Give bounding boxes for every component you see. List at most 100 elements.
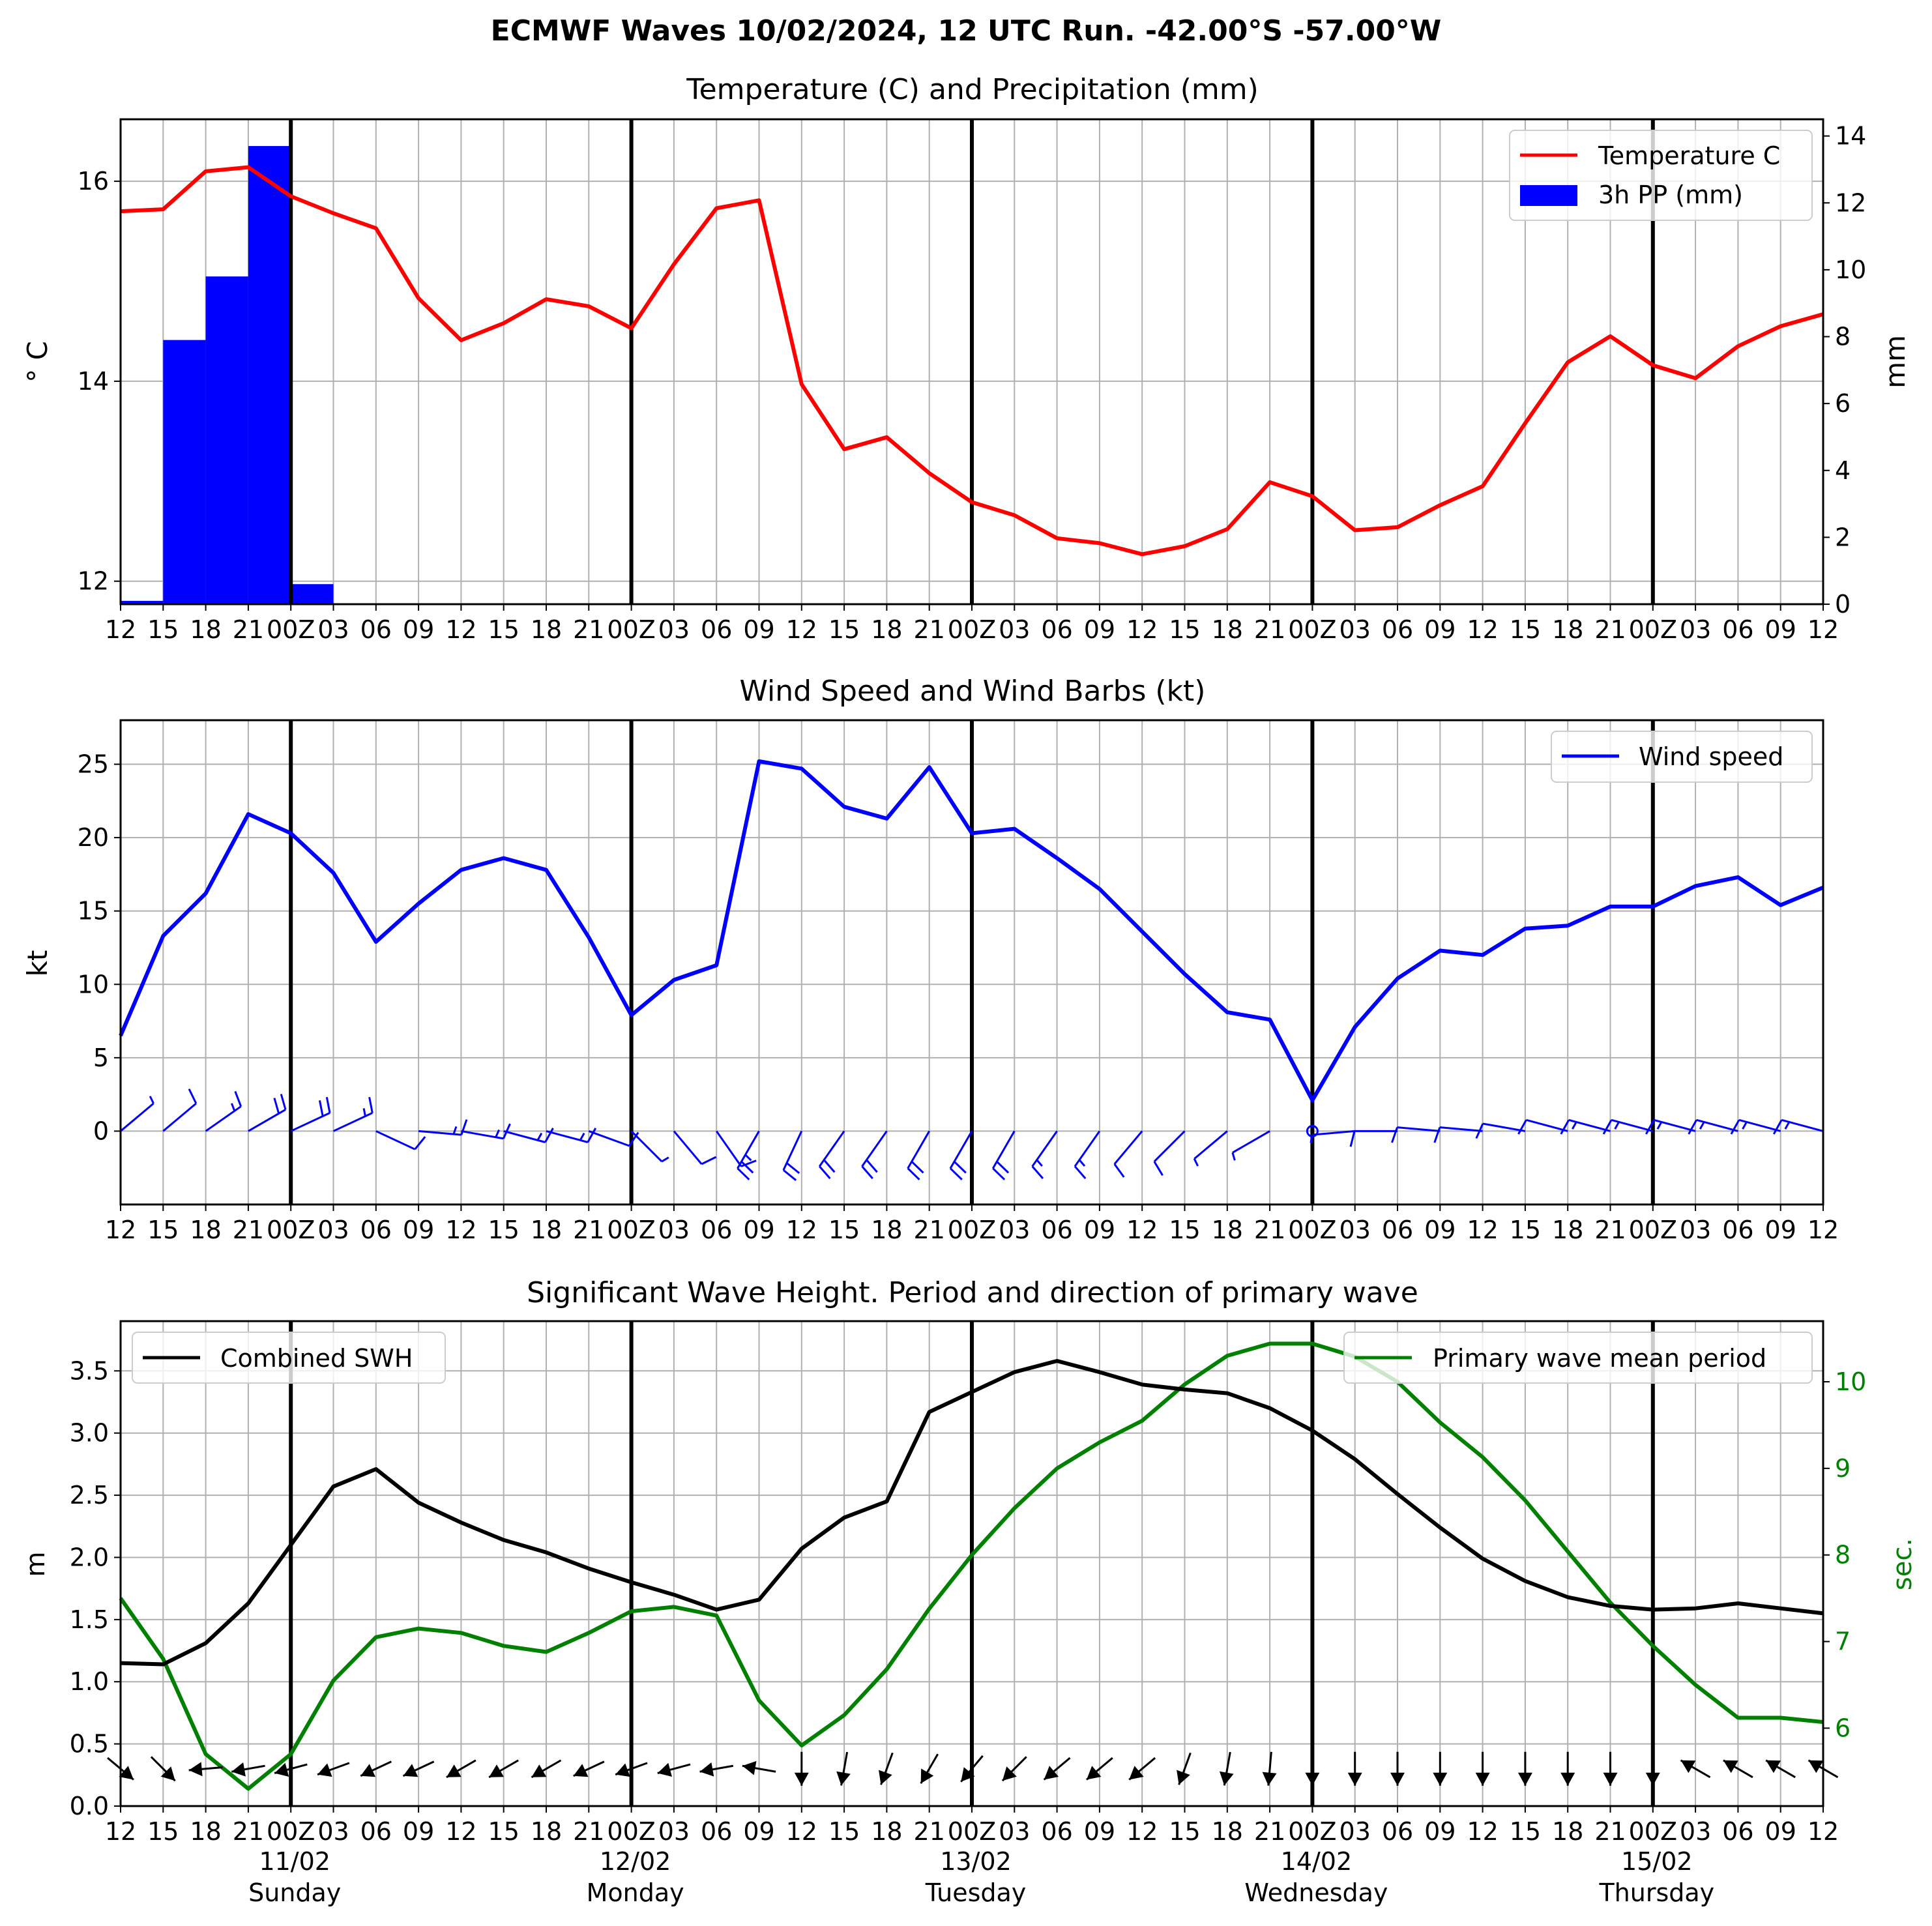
wind-barb-feather (1602, 1119, 1613, 1135)
x-tick-label: 09 (1765, 615, 1796, 644)
x-tick-label: 00Z (1288, 615, 1336, 644)
wind-barb-shaft (1397, 1126, 1441, 1132)
period-legend-box (1343, 1332, 1813, 1384)
x-tick-label: 06 (701, 1216, 732, 1244)
wind-barb-half-feather (1231, 1152, 1236, 1161)
swh-legend: Combined SWH (132, 1332, 446, 1384)
x-tick-label: 15 (147, 1817, 179, 1846)
x-tick-label: 00Z (267, 1216, 315, 1244)
wind-barb-half-feather (362, 1108, 366, 1116)
x-tick-label: 12 (1808, 615, 1839, 644)
wind-barb-feather (1391, 1127, 1398, 1143)
y-tick-label: 0.5 (70, 1730, 109, 1758)
temperature-legend: Temperature C 3h PP (mm) (1509, 130, 1813, 221)
wave-direction-arrow-head (836, 1771, 851, 1786)
wave-direction-arrow-head (119, 1766, 134, 1780)
right-y-tick-label: 7 (1835, 1627, 1851, 1656)
swh-line (120, 1359, 1824, 1667)
x-tick-label: 00Z (948, 615, 996, 644)
temperature-precipitation-panel: Temperature (C) and Precipitation (mm) 1… (22, 73, 1911, 644)
wind-barb-shaft (630, 1130, 663, 1163)
wind-barb-feather (737, 1167, 750, 1180)
wind-barb-half-feather (452, 1126, 458, 1135)
x-tick-label: 15 (828, 1216, 860, 1244)
swh-legend-box (132, 1332, 446, 1384)
x-tick-label: 00Z (948, 1817, 996, 1846)
x-tick-label: 18 (531, 1216, 562, 1244)
x-tick-label: 18 (190, 1817, 221, 1846)
x-tick-label: 21 (1594, 1817, 1626, 1846)
wave-direction-arrow-head (961, 1767, 975, 1782)
x-tick-label: 03 (1339, 615, 1371, 644)
wind-barb-shaft (1153, 1130, 1186, 1163)
x-tick-label: 00Z (607, 1216, 655, 1244)
precipitation-legend-swatch (1520, 185, 1577, 206)
day-date-label: 15/02 (1621, 1847, 1693, 1876)
x-tick-label: 09 (1765, 1216, 1796, 1244)
wind-barb-feather (1772, 1119, 1783, 1135)
figure-title: ECMWF Waves 10/02/2024, 12 UTC Run. -42.… (491, 14, 1442, 48)
x-tick-label: 00Z (1629, 1216, 1677, 1244)
wave-direction-arrow-head (1433, 1772, 1448, 1786)
precipitation-bar (248, 146, 291, 604)
y-tick-label: 25 (78, 750, 109, 779)
wind-barb-half-feather (1784, 1121, 1791, 1130)
x-tick-label: 06 (701, 615, 732, 644)
wave-direction-arrow-head (1044, 1766, 1059, 1780)
wind-barb-half-feather (744, 1154, 752, 1161)
wind-barb-feather (234, 1090, 242, 1107)
wind-barb-shaft (1439, 1126, 1483, 1132)
wind-barb-feather (1475, 1123, 1484, 1139)
y-tick-label: 5 (93, 1043, 109, 1072)
wind-barb-feather (701, 1156, 717, 1165)
right-y-tick-label: 0 (1835, 590, 1851, 619)
x-tick-label: 06 (360, 1817, 392, 1846)
wind-barb-shaft (375, 1130, 416, 1150)
y-tick-label: 0.0 (70, 1792, 109, 1820)
x-tick-label: 18 (531, 1817, 562, 1846)
wind-barb-feather (273, 1098, 280, 1114)
wind-barb-feather (1433, 1127, 1441, 1143)
x-tick-label: 21 (233, 1817, 264, 1846)
x-tick-label: 12 (1126, 1817, 1158, 1846)
wind-barb-feather (1074, 1165, 1087, 1180)
wave-period-axis-label: sec. (1888, 1538, 1918, 1590)
day-date-label: 11/02 (259, 1847, 330, 1876)
x-tick-label: 06 (1041, 1216, 1072, 1244)
wave-direction-arrow-head (1603, 1772, 1618, 1786)
x-tick-label: 06 (1382, 1817, 1413, 1846)
wave-direction-arrow-head (1645, 1772, 1660, 1786)
wind-barb-feather (587, 1128, 597, 1143)
x-tick-label: 06 (701, 1817, 732, 1846)
x-tick-label: 09 (1084, 1817, 1115, 1846)
x-tick-label: 06 (1041, 1817, 1072, 1846)
x-tick-label: 00Z (1629, 1817, 1677, 1846)
x-tick-label: 12 (1126, 1216, 1158, 1244)
wind-barb-shaft (819, 1130, 845, 1167)
x-tick-label: 09 (403, 615, 434, 644)
wind-barb-feather (1031, 1165, 1044, 1180)
x-tick-label: 21 (573, 615, 604, 644)
x-tick-label: 15 (1510, 615, 1541, 644)
wind-barb-half-feather (536, 1132, 543, 1141)
x-tick-label: 09 (1424, 1216, 1456, 1244)
precipitation-bar (205, 276, 248, 604)
wind-barb-feather (819, 1165, 831, 1180)
wind-barb-feather (992, 1167, 1006, 1180)
wave-direction-arrow-head (231, 1762, 246, 1777)
wind-barb-feather (1517, 1119, 1527, 1135)
x-tick-label: 15 (147, 615, 179, 644)
right-y-tick-label: 2 (1835, 523, 1851, 551)
x-tick-label: 18 (871, 1216, 902, 1244)
x-tick-label: 12 (105, 615, 136, 644)
temperature-axis-label: ° C (22, 341, 53, 383)
wind-barb-feather (1560, 1119, 1570, 1135)
x-tick-label: 18 (190, 615, 221, 644)
x-tick-label: 03 (317, 1216, 349, 1244)
x-tick-label: 21 (573, 1817, 604, 1846)
wind-barb-feather (861, 1165, 873, 1180)
x-tick-label: 09 (1765, 1817, 1796, 1846)
right-y-tick-label: 6 (1835, 1714, 1851, 1742)
wind-barb-shaft (1311, 1130, 1355, 1136)
wind-panel-title: Wind Speed and Wind Barbs (kt) (740, 675, 1206, 708)
